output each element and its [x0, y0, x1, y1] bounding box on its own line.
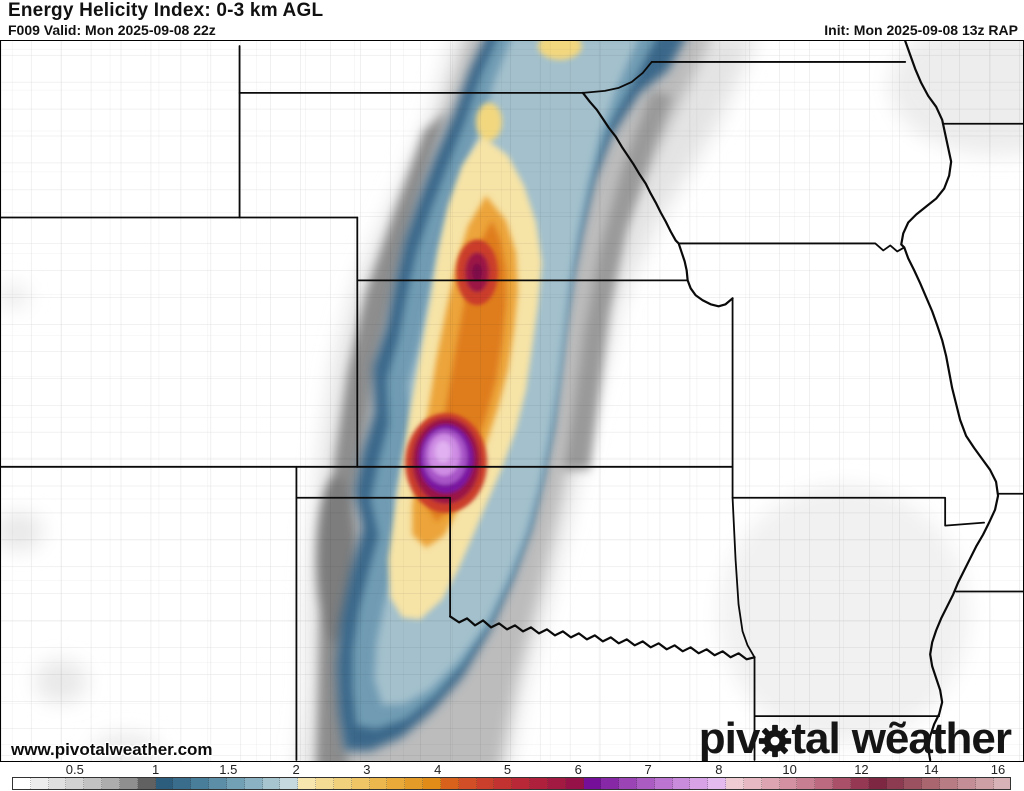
- colorbar-segment: [619, 778, 637, 789]
- pivotal-weather-logo: piv tal wẽather: [698, 714, 1012, 762]
- colorbar-segment: [940, 778, 958, 789]
- colorbar-segment: [405, 778, 424, 789]
- colorbar-segment: [815, 778, 834, 789]
- colorbar-segment: [779, 778, 798, 789]
- colorbar-tick-label: 6: [574, 762, 582, 777]
- colorbar-segment: [298, 778, 317, 789]
- colorbar-segment: [565, 778, 584, 789]
- colorbar-segment: [119, 778, 138, 789]
- colorbar-segment: [262, 778, 281, 789]
- colorbar-segment: [369, 778, 388, 789]
- model-init-time: Init: Mon 2025-09-08 13z RAP: [824, 22, 1018, 38]
- colorbar-segment: [601, 778, 620, 789]
- colorbar-segment: [209, 778, 227, 789]
- border-ar-tx-la: [753, 656, 941, 761]
- colorbar-segment: [333, 778, 352, 789]
- colorbar: [12, 777, 1011, 790]
- border-mo-ar: [731, 496, 985, 527]
- logo-text-tal: tal: [791, 714, 840, 762]
- colorbar-segment: [672, 778, 691, 789]
- colorbar-tick-label: 10: [782, 762, 797, 777]
- colorbar-segment: [494, 778, 513, 789]
- colorbar-segment: [690, 778, 709, 789]
- colorbar-segment: [458, 778, 477, 789]
- colorbar-segment: [316, 778, 334, 789]
- logo-text-piv: piv: [698, 714, 761, 762]
- logo-text-weather: wẽather: [851, 714, 1012, 762]
- colorbar-segment: [84, 778, 103, 789]
- mississippi-river: [900, 41, 1000, 761]
- page-title: Energy Helicity Index: 0-3 km AGL: [8, 0, 324, 21]
- forecast-map: www.pivotalweather.com piv tal: [0, 40, 1024, 762]
- colorbar-segment: [993, 778, 1011, 789]
- colorbar-tick-labels: 0.5 1 1.5 2 3 4 5 6 7 8 10 12 14 16: [13, 762, 1010, 777]
- colorbar-tick-label: 4: [434, 762, 442, 777]
- colorbar-segment: [280, 778, 299, 789]
- gear-icon: [759, 724, 792, 757]
- colorbar-tick-label: 0.5: [65, 762, 84, 777]
- header: Energy Helicity Index: 0-3 km AGL F009 V…: [0, 0, 1024, 40]
- colorbar-segment: [654, 778, 673, 789]
- colorbar-segment: [922, 778, 941, 789]
- state-boundaries: [1, 41, 1023, 761]
- colorbar-segment: [30, 778, 49, 789]
- colorbar-segment: [868, 778, 887, 789]
- colorbar-tick-label: 3: [363, 762, 371, 777]
- colorbar-segment: [351, 778, 370, 789]
- colorbar-segment: [226, 778, 245, 789]
- colorbar-tick-label: 2: [292, 762, 300, 777]
- colorbar-tick-label: 5: [503, 762, 512, 777]
- colorbar-tick-label: 14: [924, 762, 939, 777]
- colorbar-segment: [726, 778, 744, 789]
- colorbar-segment: [137, 778, 156, 789]
- colorbar-segment: [48, 778, 67, 789]
- colorbar-segment: [66, 778, 85, 789]
- colorbar-segment: [708, 778, 727, 789]
- colorbar-tick-label: 8: [715, 762, 723, 777]
- colorbar-segment: [957, 778, 976, 789]
- colorbar-segment: [797, 778, 816, 789]
- watermark-url: www.pivotalweather.com: [11, 740, 213, 759]
- colorbar-segment: [13, 778, 31, 789]
- colorbar-segment: [850, 778, 869, 789]
- colorbar-segment: [244, 778, 263, 789]
- colorbar-segment: [547, 778, 566, 789]
- red-river: [449, 615, 756, 661]
- colorbar-segment: [761, 778, 780, 789]
- colorbar-segment: [886, 778, 905, 789]
- colorbar-tick-label: 16: [990, 762, 1006, 777]
- colorbar-tick-label: 1: [151, 762, 160, 777]
- map-canvas: [1, 41, 1023, 761]
- colorbar-segment: [191, 778, 210, 789]
- colorbar-segment: [440, 778, 459, 789]
- big-sioux-river: [581, 61, 653, 94]
- colorbar-segment: [173, 778, 192, 789]
- colorbar-segment: [102, 778, 120, 789]
- colorbar-segment: [743, 778, 762, 789]
- colorbar-segment: [476, 778, 495, 789]
- missouri-river: [581, 91, 734, 308]
- colorbar-segment: [636, 778, 655, 789]
- colorbar-segment: [530, 778, 548, 789]
- county-boundaries: [1, 41, 1023, 761]
- border-ia-mo: [677, 242, 906, 253]
- colorbar-segment: [423, 778, 441, 789]
- colorbar-tick-label: 7: [644, 762, 652, 777]
- forecast-valid-time: F009 Valid: Mon 2025-09-08 22z: [8, 22, 216, 38]
- colorbar-tick-label: 1.5: [219, 762, 238, 777]
- colorbar-segment: [155, 778, 174, 789]
- colorbar-section: 0.5 1 1.5 2 3 4 5 6 7 8 10 12 14 16: [0, 762, 1024, 791]
- colorbar-segment: [833, 778, 851, 789]
- colorbar-segment: [904, 778, 923, 789]
- colorbar-segment: [583, 778, 602, 789]
- colorbar-segment: [512, 778, 531, 789]
- colorbar-segment: [975, 778, 994, 789]
- colorbar-segment: [387, 778, 406, 789]
- colorbar-tick-label: 12: [854, 762, 869, 777]
